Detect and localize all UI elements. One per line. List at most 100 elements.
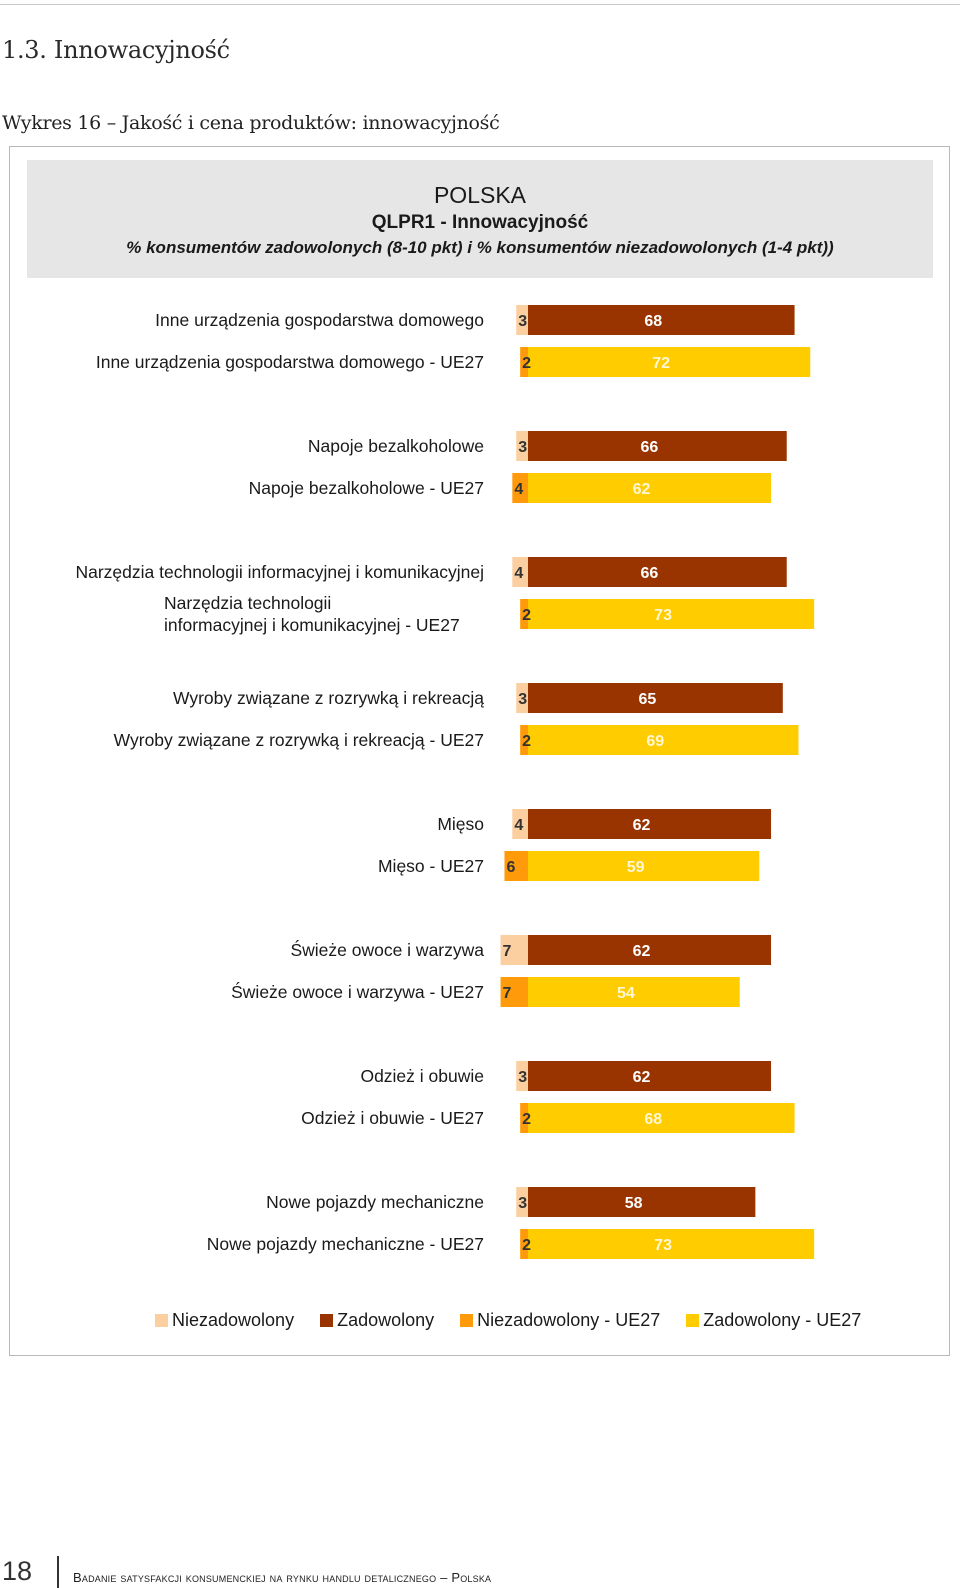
bar-satisfied-g1-ue [528, 473, 772, 503]
bar-satisfied-g4-ue [528, 851, 760, 881]
bar-dissatisfied-g3-ue [520, 725, 528, 755]
bar-satisfied-g2-ue [528, 599, 815, 629]
category-label-g2-ue-line1: informacyjnej i komunikacyjnej - UE27 [164, 615, 460, 635]
category-label-g0-ue: Inne urządzenia gospodarstwa domowego - … [96, 352, 484, 372]
legend-label-satisfied-ue27: Zadowolony - UE27 [703, 1310, 862, 1330]
bar-dissatisfied-g6-ue [520, 1103, 528, 1133]
legend-swatch-satisfied [320, 1314, 334, 1327]
label-dissatisfied-g6-ue: 2 [522, 1111, 531, 1128]
section-heading: 1.3. Innowacyjność [2, 36, 230, 64]
legend-swatch-dissatisfied-ue27 [460, 1314, 474, 1327]
label-dissatisfied-g3-ue: 2 [522, 733, 531, 750]
bar-dissatisfied-g7-ue [520, 1229, 528, 1259]
category-label-g6-pl: Odzież i obuwie [360, 1066, 484, 1086]
label-satisfied-g3-pl: 65 [639, 691, 657, 708]
bar-dissatisfied-g2-pl [512, 557, 528, 587]
top-rule [0, 4, 960, 5]
bar-satisfied-g3-ue [528, 725, 799, 755]
chart-note: % konsumentów zadowolonych (8-10 pkt) i … [126, 238, 834, 257]
label-satisfied-g6-pl: 62 [633, 1069, 651, 1086]
label-satisfied-g2-ue: 73 [654, 607, 672, 624]
label-dissatisfied-g7-pl: 3 [518, 1195, 527, 1212]
category-label-g6-ue: Odzież i obuwie - UE27 [301, 1108, 484, 1128]
legend-swatch-satisfied-ue27 [686, 1314, 700, 1327]
legend-item-satisfied-ue27: Zadowolony - UE27 [686, 1310, 861, 1331]
label-dissatisfied-g5-ue: 7 [503, 985, 512, 1002]
category-label-g7-pl: Nowe pojazdy mechaniczne [266, 1192, 484, 1212]
legend-label-dissatisfied-ue27: Niezadowolony - UE27 [477, 1310, 661, 1330]
legend-swatch-dissatisfied [155, 1314, 168, 1327]
label-dissatisfied-g2-pl: 4 [514, 565, 523, 582]
legend-label-dissatisfied: Niezadowolony [172, 1310, 295, 1330]
bar-satisfied-g2-pl [528, 557, 787, 587]
category-label-g7-ue: Nowe pojazdy mechaniczne - UE27 [207, 1234, 484, 1254]
chart-legend: Niezadowolony Zadowolony Niezadowolony -… [155, 1310, 915, 1331]
label-satisfied-g6-ue: 68 [644, 1111, 662, 1128]
category-label-g0-pl: Inne urządzenia gospodarstwa domowego [155, 310, 484, 330]
label-satisfied-g1-pl: 66 [640, 439, 658, 456]
bar-dissatisfied-g5-pl [500, 935, 528, 965]
bar-dissatisfied-g0-pl [516, 305, 528, 335]
bar-dissatisfied-g3-pl [516, 683, 528, 713]
label-satisfied-g5-pl: 62 [633, 943, 651, 960]
label-dissatisfied-g4-ue: 6 [506, 859, 515, 876]
bar-dissatisfied-g4-pl [512, 809, 528, 839]
label-dissatisfied-g5-pl: 7 [503, 943, 512, 960]
label-satisfied-g4-ue: 59 [627, 859, 645, 876]
label-satisfied-g2-pl: 66 [640, 565, 658, 582]
legend-label-satisfied: Zadowolony [337, 1310, 435, 1330]
bar-satisfied-g4-pl [528, 809, 772, 839]
category-label-g5-pl: Świeże owoce i warzywa [290, 939, 484, 960]
bar-satisfied-g3-pl [528, 683, 783, 713]
label-satisfied-g5-ue: 54 [617, 985, 635, 1002]
label-dissatisfied-g2-ue: 2 [522, 607, 531, 624]
category-label-g2-ue-line0: Narzędzia technologii [164, 593, 331, 613]
bar-satisfied-g5-pl [528, 935, 772, 965]
label-satisfied-g0-ue: 72 [652, 355, 670, 372]
category-label-g1-ue: Napoje bezalkoholowe - UE27 [249, 478, 484, 498]
chart-header: POLSKA QLPR1 - Innowacyjność % konsument… [27, 160, 933, 278]
category-label-g1-pl: Napoje bezalkoholowe [308, 436, 484, 456]
label-dissatisfied-g4-pl: 4 [514, 817, 523, 834]
bar-satisfied-g7-pl [528, 1187, 756, 1217]
label-dissatisfied-g0-pl: 3 [518, 313, 527, 330]
bar-satisfied-g6-ue [528, 1103, 795, 1133]
chart-subtitle: QLPR1 - Innowacyjność [371, 212, 589, 233]
label-satisfied-g3-ue: 69 [646, 733, 664, 750]
label-dissatisfied-g7-ue: 2 [522, 1237, 531, 1254]
figure-caption: Wykres 16 – Jakość i cena produktów: inn… [2, 112, 500, 134]
label-satisfied-g4-pl: 62 [633, 817, 651, 834]
label-dissatisfied-g0-ue: 2 [522, 355, 531, 372]
category-label-g3-pl: Wyroby związane z rozrywką i rekreacją [173, 688, 484, 708]
category-label-g5-ue: Świeże owoce i warzywa - UE27 [231, 981, 484, 1002]
bar-dissatisfied-g4-ue [504, 851, 528, 881]
bar-dissatisfied-g1-ue [512, 473, 528, 503]
page-number: 18 [2, 1556, 33, 1586]
bar-satisfied-g1-pl [528, 431, 787, 461]
bar-satisfied-g7-ue [528, 1229, 815, 1259]
running-title: Badanie satysfakcji konsumenckiej na ryn… [73, 1570, 492, 1585]
category-label-g4-ue: Mięso - UE27 [378, 856, 484, 876]
bar-dissatisfied-g5-ue [500, 977, 528, 1007]
label-satisfied-g1-ue: 62 [633, 481, 651, 498]
bar-dissatisfied-g7-pl [516, 1187, 528, 1217]
label-satisfied-g7-ue: 73 [654, 1237, 672, 1254]
bar-satisfied-g0-ue [528, 347, 811, 377]
bar-satisfied-g0-pl [528, 305, 795, 335]
category-label-g4-pl: Mięso [437, 814, 484, 834]
bar-dissatisfied-g1-pl [516, 431, 528, 461]
chart-frame [9, 146, 950, 1356]
bar-dissatisfied-g0-ue [520, 347, 528, 377]
bar-satisfied-g5-ue [528, 977, 740, 1007]
label-dissatisfied-g1-pl: 3 [518, 439, 527, 456]
chart-title: POLSKA [433, 182, 527, 208]
category-label-g2-pl: Narzędzia technologii informacyjnej i ko… [75, 562, 484, 582]
legend-item-dissatisfied-ue27: Niezadowolony - UE27 [460, 1310, 660, 1331]
label-satisfied-g7-pl: 58 [625, 1195, 643, 1212]
label-dissatisfied-g6-pl: 3 [518, 1069, 527, 1086]
footer-divider [57, 1556, 59, 1588]
legend-item-satisfied: Zadowolony [320, 1310, 434, 1331]
bar-satisfied-g6-pl [528, 1061, 772, 1091]
bar-dissatisfied-g2-ue [520, 599, 528, 629]
